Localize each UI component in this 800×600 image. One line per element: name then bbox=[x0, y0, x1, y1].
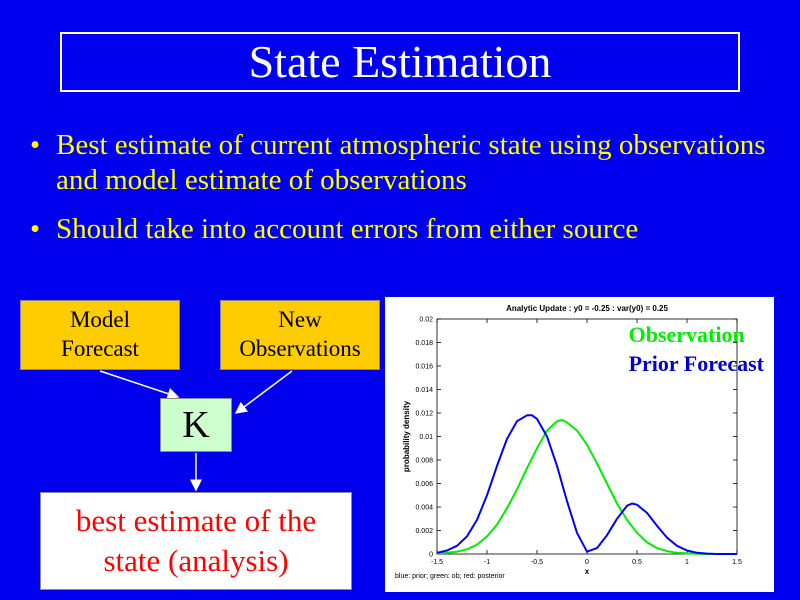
new-observations-line1: New bbox=[278, 307, 322, 333]
chart-footnote: blue: prior; green: ob; red: posterior bbox=[395, 573, 505, 580]
slide-title: State Estimation bbox=[248, 36, 552, 87]
chart-panel: -1.5 -1 -0.5 0 0.5 1 1.5 0 0.002 0.004 0.006 0.008 0… bbox=[385, 297, 774, 592]
arrow-model-to-k bbox=[99, 370, 180, 400]
arrow-obs-to-k bbox=[234, 370, 293, 414]
new-observations-box: New Observations bbox=[220, 300, 380, 370]
bullet-text: Should take into account errors from eit… bbox=[56, 212, 639, 245]
x-tick-label: 1.5 bbox=[732, 559, 742, 566]
x-tick-label: -1 bbox=[484, 559, 490, 566]
kalman-gain-label: K bbox=[182, 404, 210, 446]
model-forecast-line2: Forecast bbox=[61, 336, 139, 361]
x-axis-label: x bbox=[585, 567, 590, 576]
new-observations-line2: Observations bbox=[239, 336, 361, 361]
x-tick-label: 0.5 bbox=[632, 559, 642, 566]
legend-prior-forecast: Prior Forecast bbox=[628, 350, 764, 376]
x-tick-label: 0 bbox=[585, 559, 589, 566]
x-tick-label: -0.5 bbox=[531, 559, 543, 566]
bullet-item: • Best estimate of current atmospheric s… bbox=[30, 128, 770, 198]
x-tick-label: 1 bbox=[685, 559, 689, 566]
bullet-marker: • bbox=[30, 129, 41, 161]
y-tick-label: 0.016 bbox=[415, 364, 433, 371]
bullet-text: Best estimate of current atmospheric sta… bbox=[56, 129, 766, 196]
probability-chart: -1.5 -1 -0.5 0 0.5 1 1.5 0 0.002 0.004 0.006 0.008 0… bbox=[402, 304, 742, 576]
model-forecast-box: Model Forecast bbox=[20, 300, 180, 370]
y-axis-label: probability density bbox=[402, 400, 411, 472]
y-tick-label: 0.018 bbox=[415, 340, 433, 347]
bullet-marker: • bbox=[30, 212, 41, 245]
analysis-box: best estimate of the state (analysis) bbox=[40, 492, 352, 590]
y-tick-label: 0.006 bbox=[415, 481, 433, 488]
legend-observation: Observation bbox=[628, 322, 745, 347]
model-forecast-line1: Model bbox=[69, 307, 131, 333]
chart-legend: Observation Prior Forecast bbox=[629, 321, 764, 378]
y-tick-label: 0.002 bbox=[415, 528, 433, 535]
y-tick-label: 0.012 bbox=[415, 411, 433, 418]
y-tick-label: 0.01 bbox=[419, 434, 433, 441]
bullet-item: • Should take into account errors from e… bbox=[30, 212, 770, 247]
analysis-line1: best estimate of the bbox=[75, 503, 317, 539]
chart-title: Analytic Update : y0 = -0.25 : var(y0) =… bbox=[506, 304, 668, 313]
y-tick-label: 0 bbox=[429, 552, 433, 559]
y-tick-label: 0.004 bbox=[415, 505, 433, 512]
y-tick-label: 0.02 bbox=[419, 317, 433, 324]
analysis-line2: state (analysis) bbox=[103, 543, 289, 578]
kalman-gain-box: K bbox=[160, 398, 232, 452]
series-line-prior-forecast bbox=[436, 414, 737, 555]
title-frame: State Estimation bbox=[60, 32, 740, 92]
y-tick-label: 0.014 bbox=[415, 387, 433, 394]
series-line-observation bbox=[436, 419, 737, 555]
y-tick-label: 0.008 bbox=[415, 458, 433, 465]
bullet-list: • Best estimate of current atmospheric s… bbox=[30, 128, 770, 260]
x-tick-label: -1.5 bbox=[431, 559, 443, 566]
